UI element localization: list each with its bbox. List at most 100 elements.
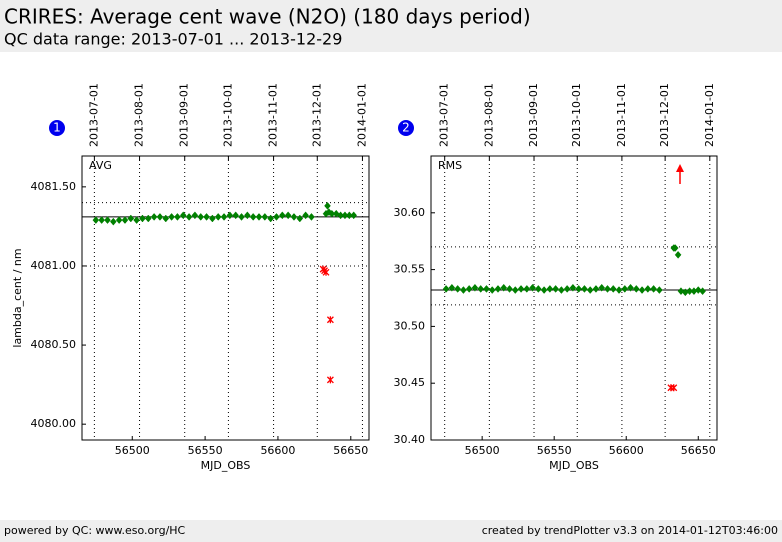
data-point (326, 316, 334, 324)
badge (398, 120, 414, 136)
footer-left: powered by QC: www.eso.org/HC (4, 524, 186, 537)
data-point (563, 285, 571, 293)
page-subtitle: QC data range: 2013-07-01 ... 2013-12-29 (4, 30, 342, 49)
off-scale-arrow (676, 164, 684, 184)
page-title: CRIRES: Average cent wave (N2O) (180 day… (4, 5, 531, 29)
data-point (261, 213, 269, 221)
data-point (162, 214, 170, 223)
data-point (92, 216, 100, 224)
x2-tick-label: 2013-08-01 (482, 83, 495, 147)
data-point (511, 286, 519, 294)
data-point (174, 213, 181, 221)
data-point (670, 384, 678, 392)
x2-tick-label: 2014-01-01 (703, 83, 716, 147)
data-point (586, 286, 594, 294)
data-point (185, 213, 193, 221)
x-tick-label: 56600 (609, 444, 644, 457)
data-point (168, 213, 175, 221)
data-point (104, 216, 111, 224)
y-axis-label: lambda_cent / nm (11, 248, 24, 347)
data-point (191, 211, 199, 220)
data-point (656, 286, 663, 294)
data-point (699, 287, 706, 296)
data-point (238, 213, 245, 221)
y-tick-label: 30.60 (394, 206, 426, 219)
data-point (552, 285, 559, 293)
data-point (569, 283, 577, 292)
x2-tick-label: 2013-08-01 (133, 83, 146, 147)
y-tick-label: 4081.50 (31, 180, 77, 193)
data-point (278, 211, 286, 220)
x2-tick-label: 2013-12-01 (310, 83, 323, 147)
data-point (638, 286, 646, 294)
x-tick-label: 56650 (333, 444, 368, 457)
data-point (677, 287, 685, 296)
data-point (609, 285, 617, 293)
data-point (604, 285, 611, 293)
x-tick-label: 56550 (188, 444, 223, 457)
data-point (558, 286, 565, 294)
data-point (581, 285, 588, 293)
data-point (214, 213, 222, 221)
x2-tick-label: 2013-07-01 (87, 83, 100, 147)
data-point (226, 211, 234, 220)
data-point (324, 201, 331, 210)
header-band (0, 0, 782, 52)
data-point (121, 216, 129, 224)
y-tick-label: 4081.00 (31, 259, 77, 272)
x2-tick-label: 2013-11-01 (267, 83, 280, 147)
badge (49, 120, 65, 136)
x2-tick-label: 2013-12-01 (658, 83, 671, 147)
plot-frame (430, 155, 718, 441)
data-point (346, 211, 353, 220)
y-tick-label: 30.55 (394, 263, 426, 276)
plot-frame (81, 155, 370, 441)
data-point (523, 285, 531, 293)
data-point (139, 214, 146, 223)
data-point (621, 285, 629, 293)
data-point (197, 213, 205, 221)
data-point (328, 209, 336, 218)
badge-label: 1 (53, 121, 61, 135)
data-point (517, 285, 525, 293)
data-point (671, 244, 679, 252)
y-tick-label: 30.50 (394, 319, 426, 332)
x2-tick-label: 2013-07-01 (438, 83, 451, 147)
data-point (115, 216, 123, 224)
footer-band (0, 520, 782, 542)
data-point (494, 285, 502, 293)
y-tick-label: 4080.50 (31, 338, 77, 351)
data-point (598, 283, 606, 292)
data-point (98, 216, 105, 224)
data-point (477, 285, 485, 293)
data-point (150, 213, 158, 221)
data-point (267, 214, 274, 223)
data-point (448, 283, 456, 292)
data-point (337, 211, 344, 220)
x2-tick-label: 2013-09-01 (178, 83, 191, 147)
x-axis-label: MJD_OBS (201, 459, 251, 472)
data-point (546, 285, 554, 293)
y-tick-label: 30.40 (394, 433, 426, 446)
data-point (615, 286, 623, 294)
panel-label: RMS (438, 159, 462, 172)
data-point (156, 213, 164, 221)
data-point (255, 213, 263, 221)
x2-tick-label: 2013-11-01 (615, 83, 628, 147)
data-point (133, 216, 140, 224)
data-point (694, 286, 702, 294)
data-point (273, 213, 280, 221)
data-point (632, 285, 640, 293)
data-point (644, 285, 652, 293)
x-tick-label: 56550 (537, 444, 572, 457)
data-point (575, 285, 583, 293)
data-point (326, 376, 334, 384)
x2-tick-label: 2013-10-01 (570, 83, 583, 147)
data-point (232, 211, 240, 220)
data-point (290, 213, 298, 221)
x2-tick-label: 2013-09-01 (527, 83, 540, 147)
data-point (249, 213, 257, 221)
data-point (674, 250, 682, 259)
data-point (244, 211, 251, 220)
data-point (341, 211, 349, 220)
